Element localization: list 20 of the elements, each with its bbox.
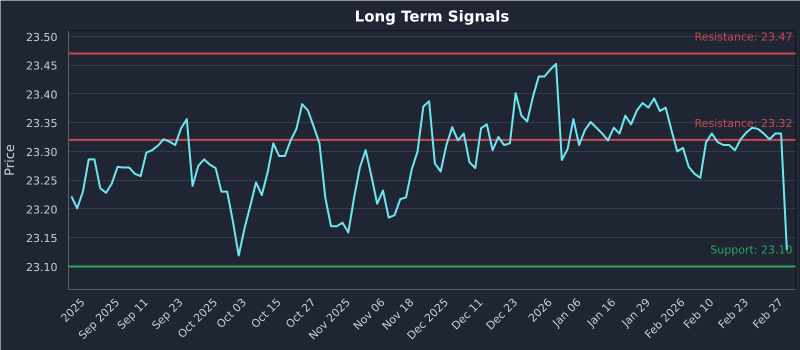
y-tick-label: 23.10	[26, 260, 58, 274]
x-tick-label: Oct 15	[248, 296, 284, 331]
y-tick-label: 23.25	[26, 174, 58, 188]
x-tick-label: Feb 23	[716, 296, 752, 332]
y-tick-label: 23.30	[26, 146, 58, 159]
y-tick-label: 23.20	[26, 203, 58, 216]
x-tick-label: Dec 11	[449, 296, 486, 333]
y-tick-label: 23.15	[26, 232, 58, 246]
y-tick-label: 23.35	[26, 117, 58, 130]
x-tick-label: Dec 23	[484, 296, 520, 333]
y-tick-label: 23.45	[26, 60, 58, 73]
chart-title: Long Term Signals	[354, 8, 510, 26]
ref-line-label: Resistance: 23.47	[694, 30, 792, 44]
y-tick-label: 23.40	[26, 88, 58, 102]
ref-line-label: Support: 23.10	[710, 243, 793, 256]
y-axis-title: Price	[3, 144, 18, 176]
x-tick-label: Feb 27	[750, 296, 786, 332]
x-tick-label: Jan 16	[584, 296, 618, 330]
ref-line-label: Resistance: 23.32	[694, 116, 792, 130]
y-tick-label: 23.50	[26, 30, 58, 44]
